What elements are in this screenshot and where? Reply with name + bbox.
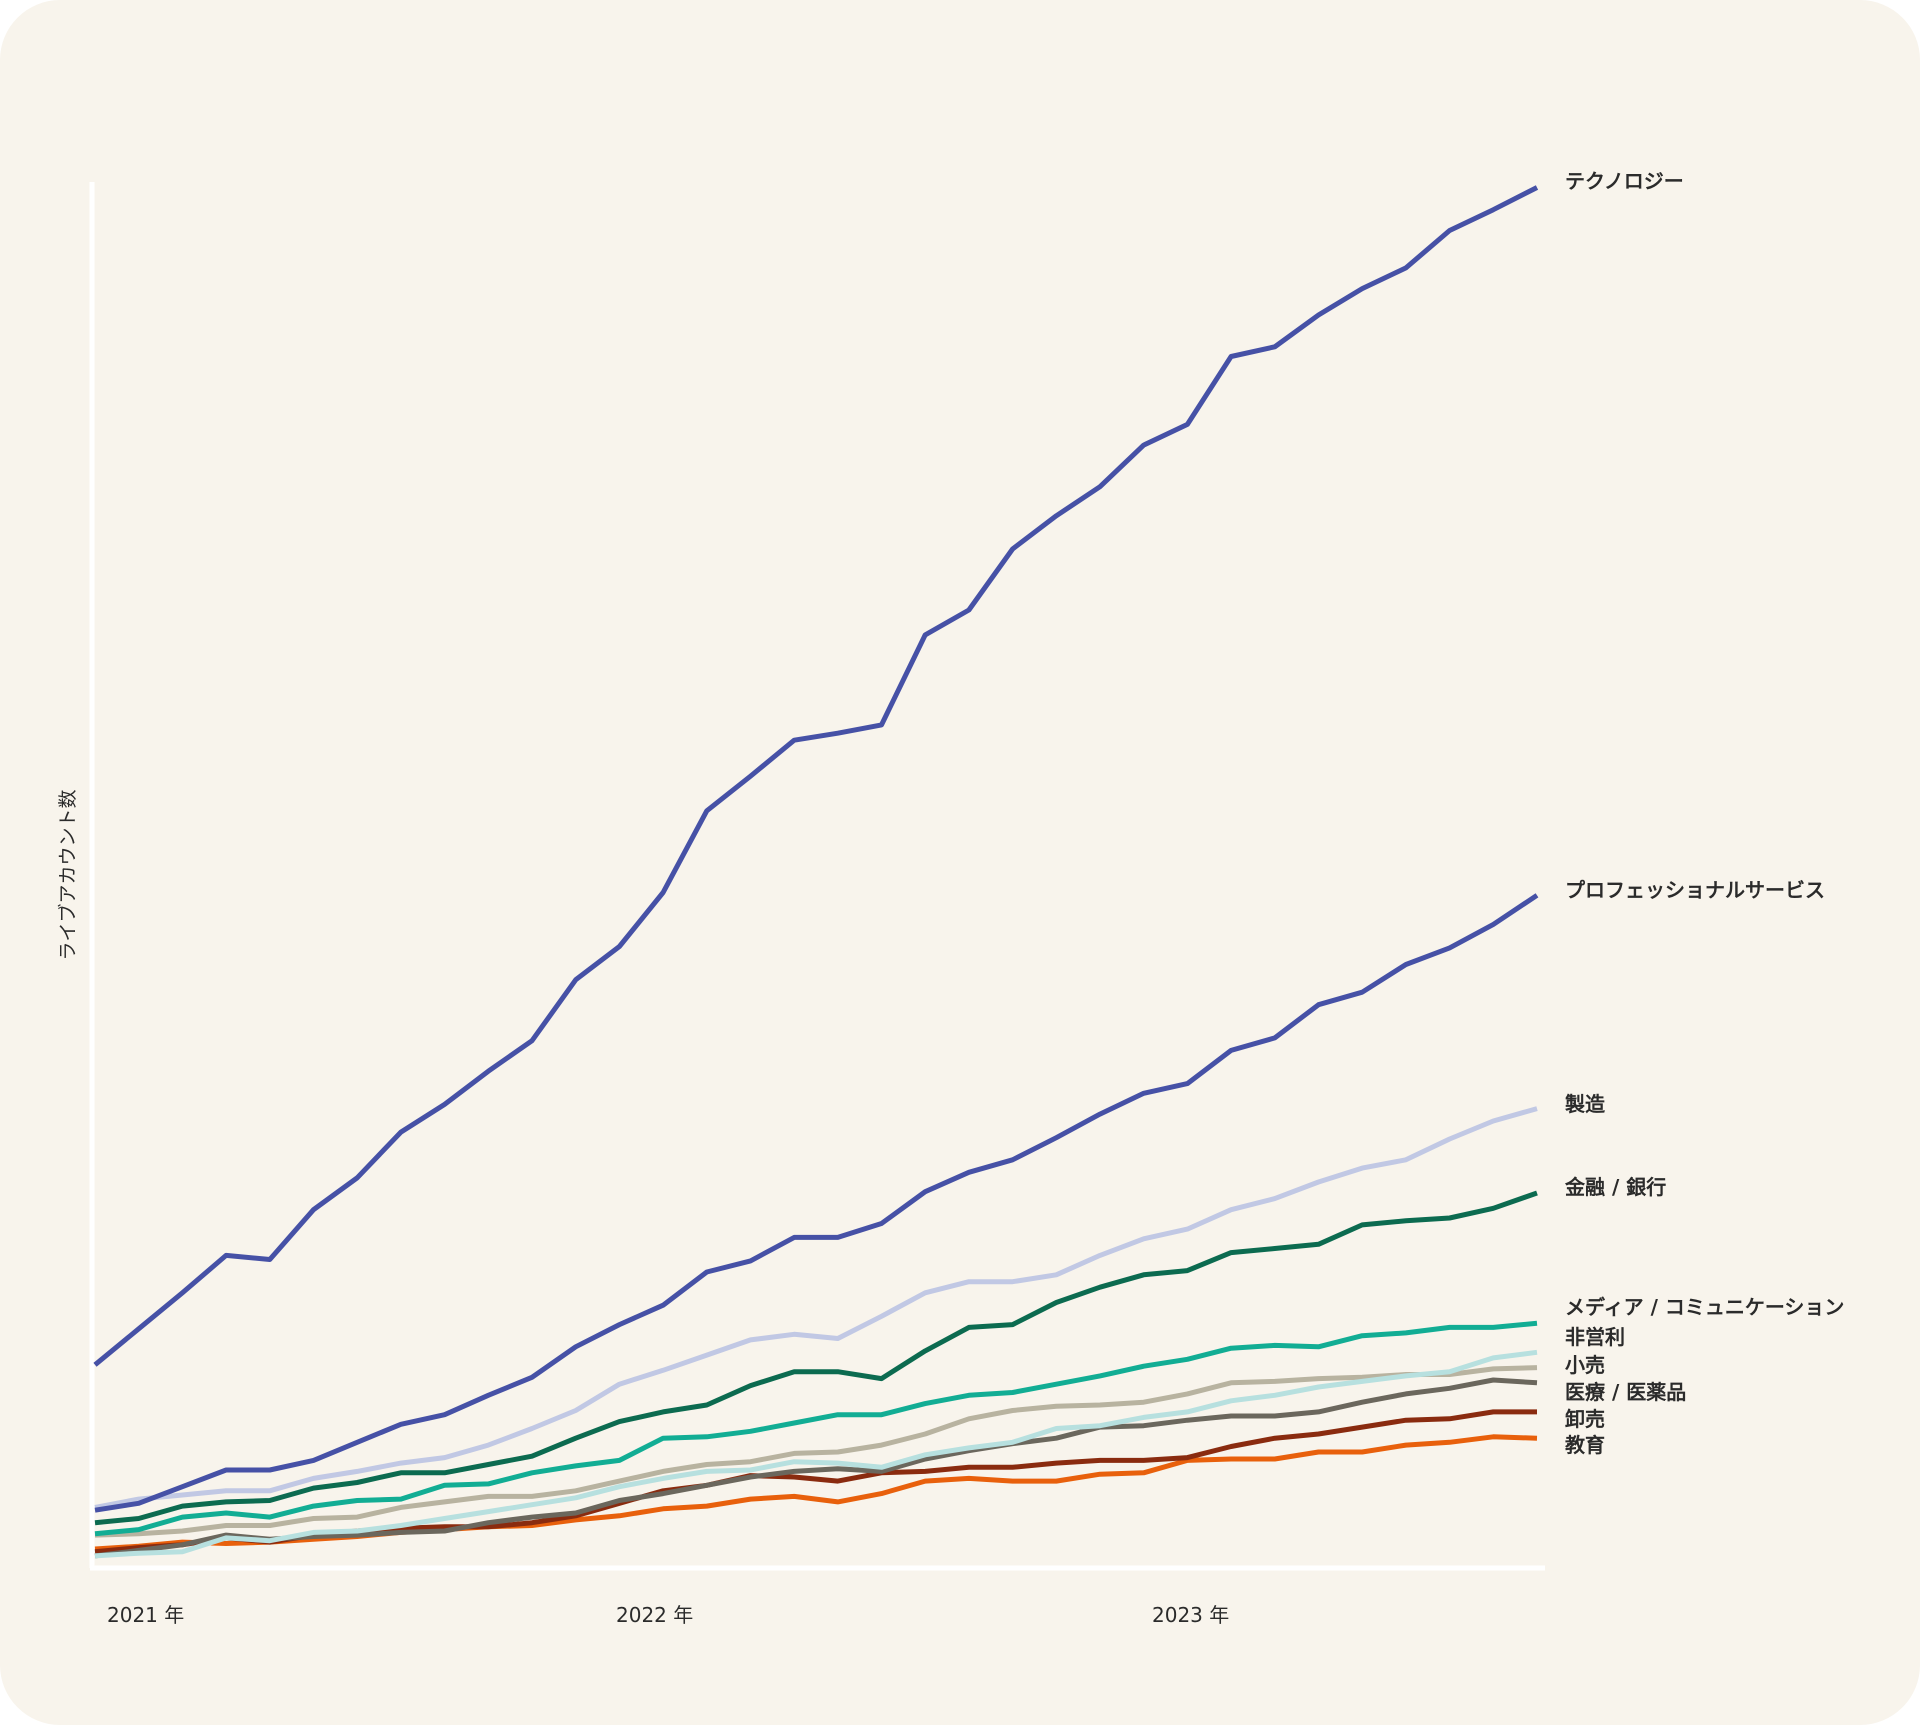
series-label-healthcare: 医療 / 医薬品 <box>1565 1380 1686 1404</box>
series-line-professional-services <box>94 893 1539 1513</box>
series-label-media: メディア / コミュニケーション <box>1565 1295 1844 1319</box>
series-label-manufacturing: 製造 <box>1565 1092 1606 1116</box>
series-line-media <box>94 1320 1538 1537</box>
series-line-nonprofit <box>94 1349 1538 1559</box>
x-tick-label: 2022 年 <box>616 1603 693 1627</box>
series-label-wholesale: 卸売 <box>1565 1407 1605 1431</box>
series-line-technology <box>93 185 1539 1367</box>
y-axis-label: ライブアカウント数 <box>56 789 79 960</box>
series-line-finance <box>94 1190 1538 1526</box>
series-line-retail <box>94 1365 1538 1538</box>
series-label-finance: 金融 / 銀行 <box>1564 1175 1666 1199</box>
series-line-healthcare <box>94 1377 1538 1559</box>
series-line-manufacturing <box>94 1106 1538 1510</box>
series-label-professional-services: プロフェッショナルサービス <box>1565 878 1825 902</box>
x-tick-label: 2023 年 <box>1152 1603 1229 1627</box>
series-label-technology: テクノロジー <box>1565 169 1684 193</box>
series-label-nonprofit: 非営利 <box>1565 1325 1625 1349</box>
series-label-retail: 小売 <box>1565 1353 1605 1377</box>
series-label-education: 教育 <box>1565 1433 1605 1457</box>
x-tick-label: 2021 年 <box>107 1603 184 1627</box>
